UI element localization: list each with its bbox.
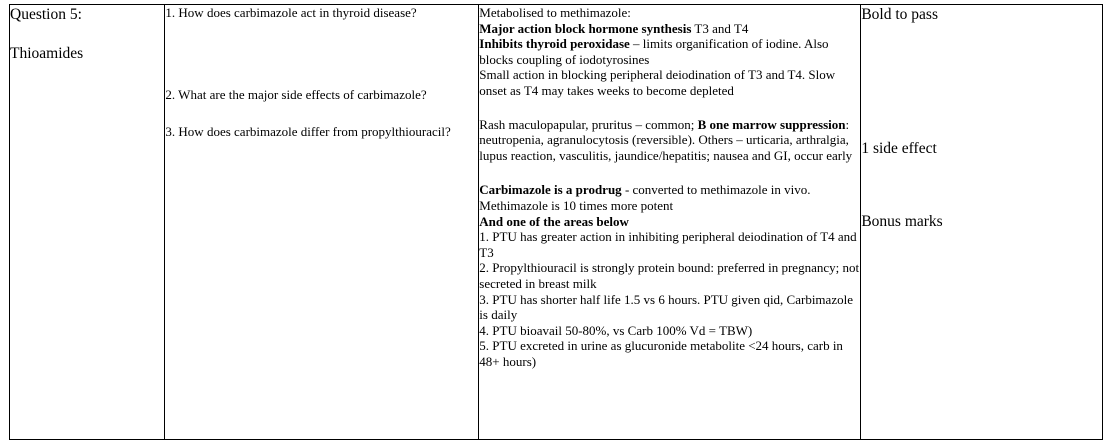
answer-3-text-1: - converted to methimazole in vivo. Meth… [479, 182, 811, 213]
marking-2: 1 side effect [861, 140, 937, 157]
question-3: 3. How does carbimazole differ from prop… [165, 124, 451, 140]
answer-2-text-1: Rash maculopapular, pruritus – common; [479, 116, 698, 132]
topic-cell: Question 5: Thioamides [8, 4, 166, 440]
marking-1: Bold to pass [861, 6, 938, 23]
answer-3-item-2: 2. Propylthiouracil is strongly protein … [479, 260, 860, 291]
answer-2-text-2: : neutropenia, agranulocytosis (reversib… [479, 116, 853, 163]
answer-3-bold-2: And one of the areas below [479, 213, 629, 229]
answer-3-bold-1: Carbimazole is a prodrug [479, 182, 622, 198]
topic-name: Thioamides [10, 45, 84, 62]
answer-2: Rash maculopapular, pruritus – common; B… [479, 117, 860, 164]
question-2: 2. What are the major side effects of ca… [165, 86, 427, 102]
answer-3-line-1: Carbimazole is a prodrug - converted to … [479, 182, 860, 213]
question-table: Question 5: Thioamides 1. How does carbi… [8, 4, 1103, 440]
answer-1-text-3: Small action in blocking peripheral deio… [479, 67, 836, 98]
answer-1: Metabolised to methimazole: Major action… [479, 5, 860, 99]
answer-1-text-1: T3 and T4 [691, 20, 749, 36]
question-number: Question 5: [10, 6, 82, 23]
answer-1-bold-1: Major action block hormone synthesis [479, 20, 692, 36]
answer-3-item-3: 3. PTU has shorter half life 1.5 vs 6 ho… [479, 291, 853, 323]
answer-3-item-4: 4. PTU bioavail 50-80%, vs Carb 100% Vd … [479, 322, 753, 338]
answer-1-bold-2: Inhibits thyroid peroxidase [479, 36, 630, 52]
table-row: Question 5: Thioamides 1. How does carbi… [8, 4, 1103, 440]
marking-3: Bonus marks [861, 213, 943, 230]
answer-1-line-1: Major action block hormone synthesis T3 … [479, 21, 860, 37]
marking-cell: Bold to pass 1 side effect Bonus marks [860, 4, 1103, 440]
answer-2-bold-1: B one marrow suppression [697, 116, 846, 132]
answer-1-intro: Metabolised to methimazole: [479, 5, 631, 20]
answers-cell: Metabolised to methimazole: Major action… [478, 4, 862, 440]
answer-3: Carbimazole is a prodrug - converted to … [479, 182, 860, 369]
answer-1-line-2: Inhibits thyroid peroxidase – limits org… [479, 36, 860, 67]
question-1: 1. How does carbimazole act in thyroid d… [165, 5, 417, 20]
answer-3-item-5: 5. PTU excreted in urine as glucuronide … [479, 338, 843, 369]
answer-3-item-1: 1. PTU has greater action in inhibiting … [479, 229, 857, 260]
questions-cell: 1. How does carbimazole act in thyroid d… [164, 4, 480, 440]
answer-1-text-2: – limits organification of iodine. Also … [479, 36, 829, 67]
